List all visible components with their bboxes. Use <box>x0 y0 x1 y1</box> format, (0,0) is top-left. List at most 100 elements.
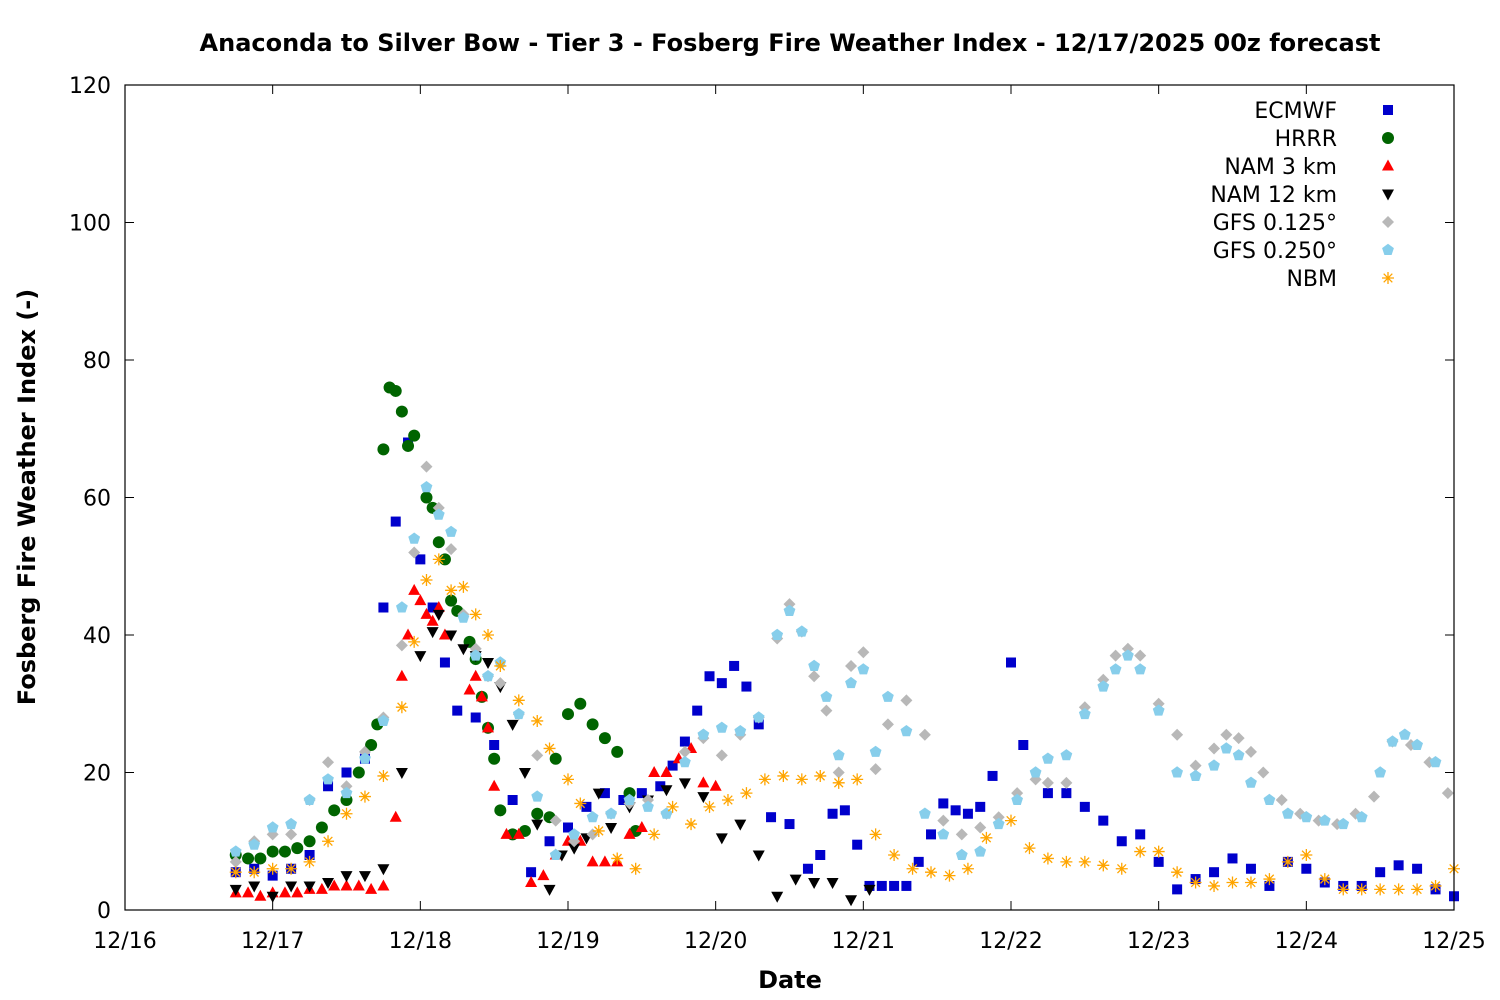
point-ecmwf <box>827 808 838 819</box>
point-ecmwf <box>889 880 900 891</box>
point-hrrr <box>408 429 421 442</box>
point-gfs-0-250 <box>1374 766 1387 778</box>
point-gfs-0-125 <box>494 677 507 690</box>
point-nam-3-km <box>432 601 445 612</box>
point-nbm <box>469 608 482 621</box>
point-ecmwf <box>1135 829 1146 840</box>
point-hrrr <box>395 405 408 418</box>
point-gfs-0-250 <box>469 649 482 661</box>
point-nbm <box>906 862 919 875</box>
point-ecmwf <box>470 712 481 723</box>
point-nam-12-km <box>377 864 390 876</box>
legend-marker-gfs-0-125 <box>1382 216 1394 228</box>
legend-marker-hrrr <box>1382 132 1394 144</box>
point-nbm <box>1226 876 1239 889</box>
point-gfs-0-125 <box>678 745 691 758</box>
point-nbm <box>832 776 845 789</box>
point-ecmwf <box>741 681 752 692</box>
chart-title: Anaconda to Silver Bow - Tier 3 - Fosber… <box>200 29 1381 57</box>
point-nam-12-km <box>592 788 605 800</box>
point-nam-12-km <box>266 891 279 903</box>
point-gfs-0-250 <box>820 690 833 702</box>
legend-label-nbm: NBM <box>1286 267 1337 292</box>
legend-label-nam-3-km: NAM 3 km <box>1224 155 1337 180</box>
point-nbm <box>1318 873 1331 886</box>
point-nbm <box>1429 879 1442 892</box>
point-hrrr <box>291 842 304 855</box>
point-gfs-0-125 <box>285 828 298 841</box>
point-gfs-0-250 <box>512 707 525 720</box>
point-nam-12-km <box>229 884 242 896</box>
x-tick-label: 12/16 <box>93 929 156 954</box>
point-gfs-0-250 <box>482 670 494 682</box>
point-ecmwf <box>913 856 924 867</box>
point-ecmwf <box>390 516 401 527</box>
point-nbm <box>685 818 698 831</box>
point-gfs-0-125 <box>1441 787 1454 800</box>
point-nam-12-km <box>518 768 531 779</box>
point-nam-12-km <box>715 833 728 845</box>
point-nam-3-km <box>623 827 636 839</box>
point-nbm <box>1208 879 1221 892</box>
point-nbm <box>1263 873 1276 886</box>
point-gfs-0-250 <box>568 828 580 840</box>
point-nam-3-km <box>242 886 255 898</box>
point-gfs-0-250 <box>1386 735 1399 747</box>
point-gfs-0-250 <box>586 811 599 823</box>
point-nam-12-km <box>445 630 458 642</box>
point-ecmwf <box>544 836 555 847</box>
x-tick-label: 12/22 <box>979 929 1042 954</box>
point-nbm <box>1005 814 1017 827</box>
point-ecmwf <box>489 740 500 750</box>
point-nam-12-km <box>531 819 544 831</box>
point-nam-12-km <box>863 884 876 896</box>
point-gfs-0-250 <box>919 807 931 819</box>
y-tick-label: 60 <box>83 487 111 512</box>
series-nbm <box>229 553 1460 896</box>
point-gfs-0-125 <box>1244 745 1257 758</box>
point-gfs-0-250 <box>974 845 987 857</box>
point-gfs-0-250 <box>549 848 562 860</box>
point-gfs-0-250 <box>1220 742 1233 754</box>
axis-ticks: 12/16 12/17 12/18 12/19 12/20 12/21 12/22 12/23… <box>69 74 1486 954</box>
point-nam-3-km <box>291 886 304 898</box>
point-nam-3-km <box>598 855 611 867</box>
point-gfs-0-250 <box>679 756 691 768</box>
point-gfs-0-250 <box>783 604 796 616</box>
point-nbm <box>1041 852 1054 865</box>
point-gfs-0-125 <box>408 546 421 559</box>
point-nam-3-km <box>426 614 439 626</box>
point-nbm <box>512 694 525 707</box>
point-nbm <box>1300 849 1313 861</box>
point-ecmwf <box>507 795 518 805</box>
point-ecmwf <box>729 660 740 671</box>
point-nam-12-km <box>808 878 821 889</box>
x-tick-label: 12/17 <box>241 929 304 954</box>
point-gfs-0-250 <box>697 728 710 740</box>
point-ecmwf <box>599 788 610 799</box>
point-gfs-0-125 <box>549 814 562 827</box>
point-nam-3-km <box>315 882 328 894</box>
point-gfs-0-250 <box>752 711 765 723</box>
point-nam-3-km <box>352 879 365 891</box>
point-gfs-0-250 <box>1011 793 1023 805</box>
point-gfs-0-250 <box>605 807 617 819</box>
point-gfs-0-125 <box>420 460 433 473</box>
point-ecmwf <box>1375 867 1386 878</box>
point-nbm <box>1060 855 1073 868</box>
point-gfs-0-250 <box>1282 807 1294 819</box>
point-hrrr <box>254 852 267 865</box>
point-nam-3-km <box>395 669 408 681</box>
point-nam-3-km <box>469 669 482 681</box>
point-ecmwf <box>987 770 998 781</box>
point-nbm <box>445 584 458 597</box>
point-nbm <box>266 862 279 875</box>
point-ecmwf <box>692 705 703 716</box>
point-hrrr <box>389 384 402 397</box>
point-ecmwf <box>1061 788 1072 799</box>
point-nam-12-km <box>285 881 298 893</box>
point-nam-12-km <box>248 881 261 893</box>
point-gfs-0-125 <box>1368 790 1381 803</box>
y-tick-label: 40 <box>83 624 111 649</box>
legend-marker-ecmwf <box>1383 105 1393 115</box>
